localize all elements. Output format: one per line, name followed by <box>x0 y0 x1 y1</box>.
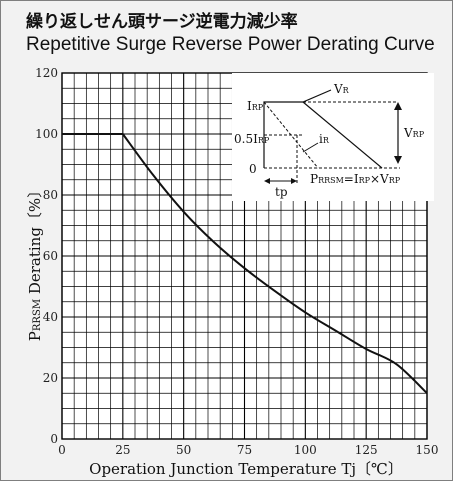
x-axis-label: Operation Junction Temperature Tj〔℃〕 <box>89 460 403 478</box>
inset-background <box>232 73 434 201</box>
y-tick-label: 60 <box>43 249 58 263</box>
tick-labels: 0 25 50 75 100 125 150 0 20 40 60 80 100 120 <box>35 66 438 457</box>
chart-title-english: Repetitive Surge Reverse Power Derating … <box>26 34 435 55</box>
inset-label-zero: 0 <box>249 162 257 176</box>
inset-label-half-irp: 0.5IRP <box>234 132 270 146</box>
inset-label-ir: iR <box>319 132 330 146</box>
x-tick-label: 100 <box>294 443 317 457</box>
x-tick-label: 0 <box>58 443 66 457</box>
vr-decay-line <box>302 101 383 169</box>
vrp-arrow-head-up <box>394 102 402 110</box>
tp-arrow-head-left <box>264 178 270 184</box>
y-tick-label: 40 <box>43 310 58 324</box>
y-tick-label: 100 <box>35 127 58 141</box>
x-tick-label: 150 <box>416 443 439 457</box>
tp-arrow-head-right <box>291 178 297 184</box>
y-tick-label: 80 <box>43 188 58 202</box>
inset-power-formula: PRRSM=IRP×VRP <box>310 172 401 186</box>
inset-label-tp: tp <box>275 185 288 199</box>
x-tick-label: 25 <box>115 443 130 457</box>
y-tick-label: 120 <box>35 66 58 80</box>
series-group <box>62 133 428 394</box>
x-tick-label: 75 <box>237 443 252 457</box>
vrp-arrow-head-down <box>394 156 402 164</box>
y-tick-label: 20 <box>43 371 58 385</box>
ir-pointer <box>302 142 319 153</box>
inset-label-irp: IRP <box>247 99 264 113</box>
inset-label-vr: VR <box>333 82 350 96</box>
inset-label-vrp: VRP <box>403 126 425 140</box>
derating-curve <box>62 133 428 394</box>
waveform-inset: IRP 0.5IRP 0 VR iR VRP tp PRRSM=IRP×VRP <box>232 73 434 201</box>
chart-title-japanese: 繰り返しせん頭サージ逆電力減少率 <box>26 12 298 32</box>
x-tick-label: 50 <box>176 443 191 457</box>
y-tick-label: 0 <box>50 432 58 446</box>
x-tick-label: 125 <box>355 443 378 457</box>
y-axis-label: PRRSM Derating〔%〕 <box>26 183 44 341</box>
